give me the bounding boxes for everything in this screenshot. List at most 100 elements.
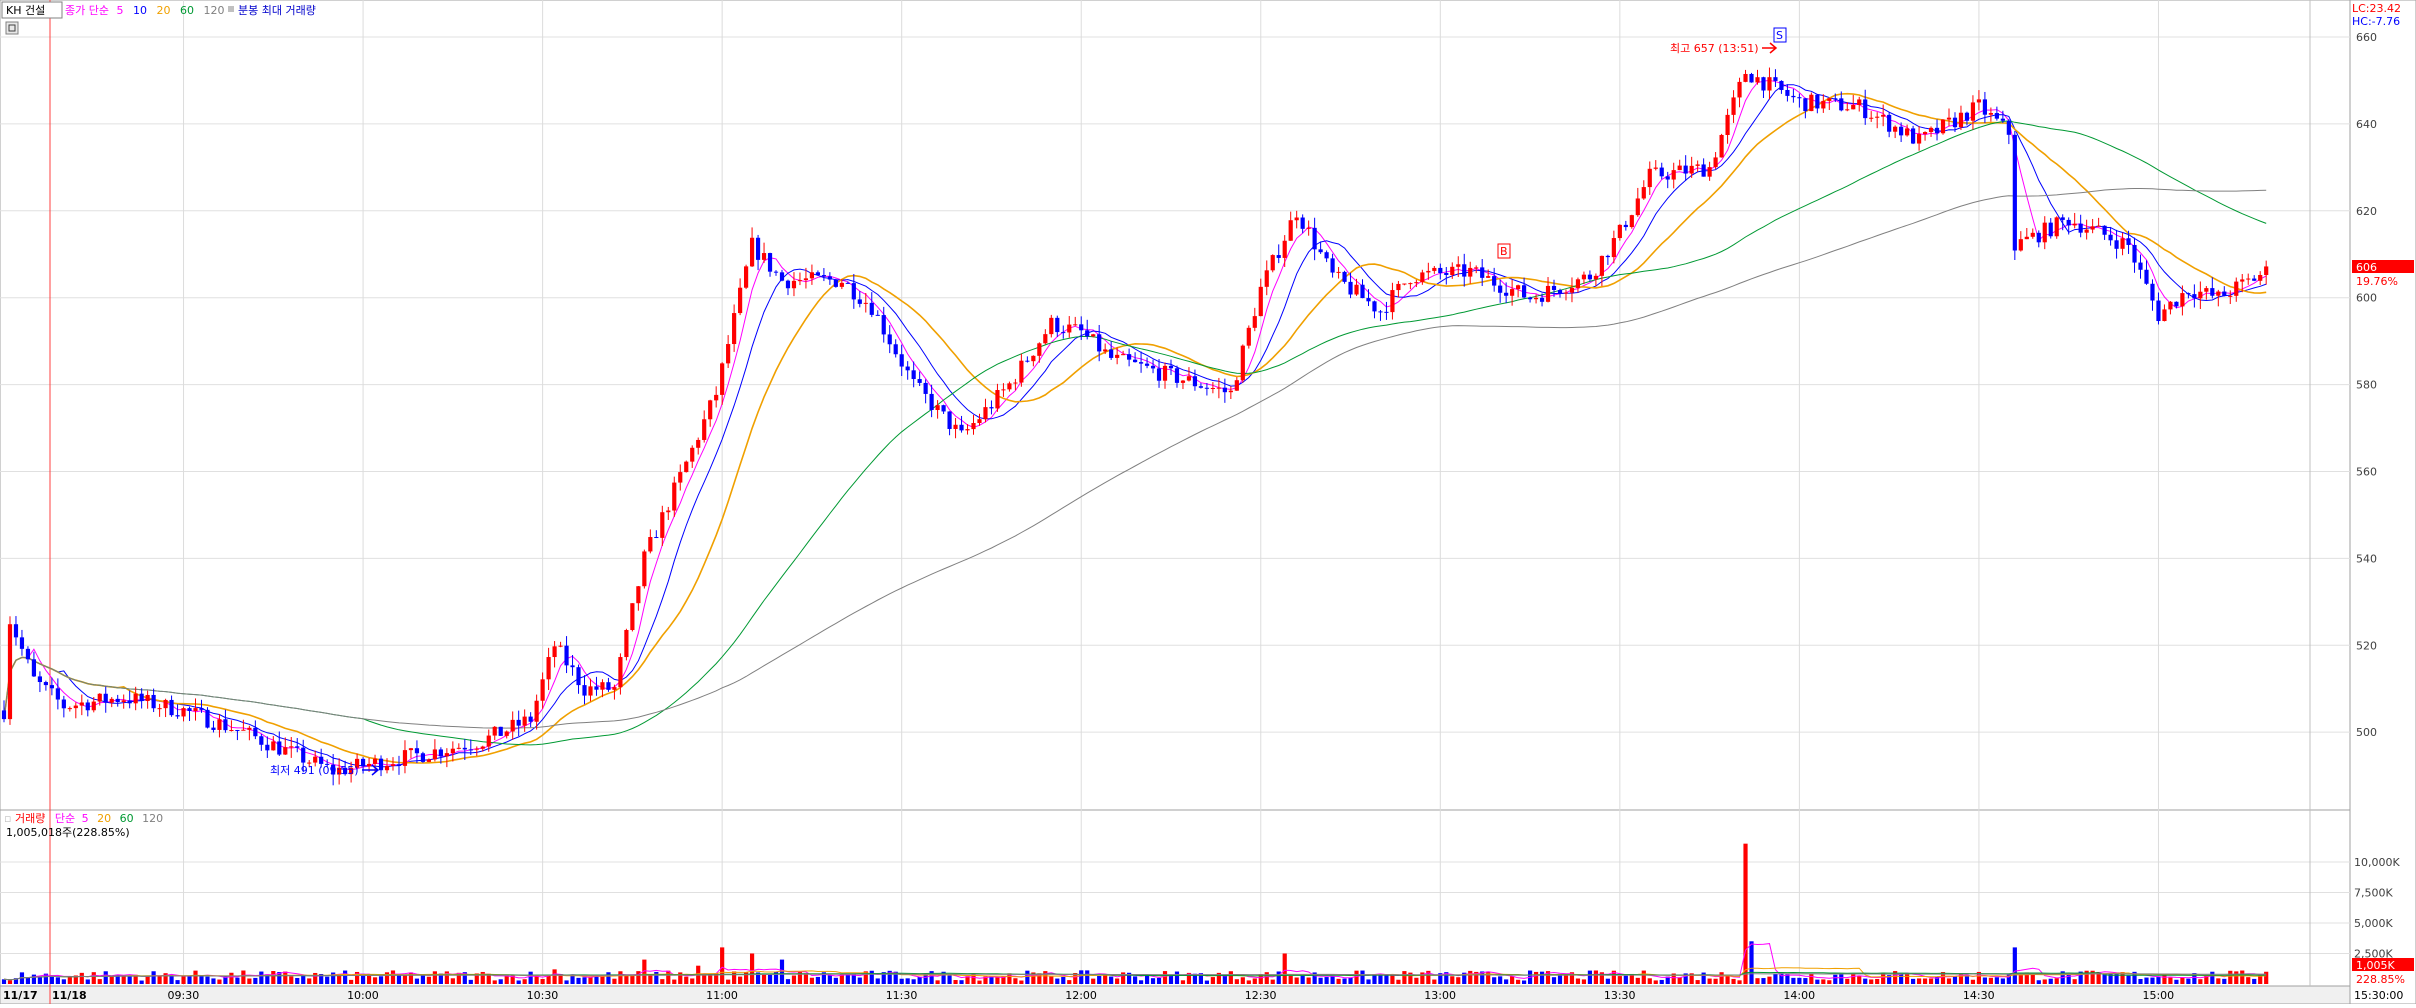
volume-bar [1695, 980, 1700, 984]
volume-bar [1306, 977, 1311, 984]
candle-body [743, 266, 749, 288]
chart-settings-button[interactable] [5, 21, 19, 35]
volume-bar [1156, 977, 1162, 984]
volume-bar [618, 971, 623, 984]
volume-bar [1228, 971, 1233, 984]
hc-value: HC:-7.76 [2352, 15, 2400, 28]
candle-body [2204, 288, 2209, 292]
candle-body [247, 727, 252, 730]
volume-bar [540, 978, 545, 984]
volume-bar [522, 979, 527, 984]
candle-body [1037, 343, 1042, 356]
volume-bar [1402, 971, 1407, 984]
volume-badge-pct: 228.85% [2356, 973, 2405, 986]
candle-body [2144, 269, 2149, 284]
candle-body [1743, 73, 1748, 82]
candle-body [127, 700, 132, 704]
candle-body [163, 699, 168, 709]
candle-body [325, 763, 330, 765]
candle-body [2036, 232, 2041, 243]
volume-bar [2162, 975, 2167, 984]
volume-bar [1432, 979, 1437, 984]
volume-bar [1557, 973, 1563, 984]
candle-body [151, 694, 156, 709]
candle-body [1318, 249, 1323, 253]
candle-body [13, 624, 19, 638]
price-tick-label: 540 [2356, 552, 2377, 565]
volume-bar [2180, 977, 2185, 984]
candle-body [109, 698, 114, 703]
candle-body [2162, 309, 2167, 322]
volume-bar [43, 973, 48, 984]
volume-bar [1521, 980, 1527, 984]
price-tick-label: 560 [2356, 465, 2377, 478]
volume-bar [977, 980, 982, 984]
price-badge-pct: 19.76% [2356, 275, 2398, 288]
volume-bar [343, 970, 348, 984]
candle-body [1593, 275, 1599, 280]
volume-bar [193, 970, 198, 984]
volume-bar [354, 971, 360, 984]
volume-bar [1288, 975, 1293, 984]
volume-bar [1150, 978, 1156, 984]
candle-body [2120, 238, 2125, 249]
candle-body [1456, 264, 1461, 267]
volume-bar [1480, 971, 1485, 984]
candle-body [1222, 387, 1227, 393]
candle-body [1940, 119, 1946, 134]
candle-body [1246, 327, 1251, 346]
volume-bar [1928, 978, 1934, 984]
volume-bar [1857, 976, 1862, 984]
candle-body [1174, 368, 1180, 383]
volume-toggle-label[interactable]: 분봉 최대 거래량 [238, 4, 316, 17]
volume-bar [145, 976, 150, 984]
volume-bar [199, 976, 204, 984]
price-tick-label: 640 [2356, 118, 2377, 131]
stock-name: KH 건설 [6, 4, 45, 17]
candle-body [857, 299, 862, 304]
candle-body [1132, 359, 1138, 363]
candle-body [2228, 295, 2233, 297]
volume-bar [833, 977, 838, 984]
volume-bar [1144, 974, 1150, 984]
volume-bar [941, 971, 946, 984]
candle-body [1605, 255, 1610, 258]
candle-body [462, 747, 467, 750]
candle-body [2042, 222, 2047, 243]
candle-body [1210, 387, 1215, 389]
volume-bar [606, 972, 611, 984]
volume-bar [552, 969, 557, 984]
volume-bar [1055, 978, 1060, 984]
volume-bar [1498, 976, 1503, 984]
volume-bar [223, 976, 228, 984]
candle-body [2210, 288, 2215, 296]
volume-bar [2198, 979, 2203, 984]
volume-bar [1246, 980, 1251, 984]
candle-body [1150, 365, 1156, 369]
candle-body [1258, 286, 1263, 317]
volume-bar [408, 972, 414, 984]
stock-name-box[interactable] [1, 1, 63, 19]
candle-body [642, 551, 647, 587]
candle-body [1695, 164, 1700, 166]
volume-bar [1653, 980, 1658, 984]
volume-bar [702, 974, 707, 984]
volume-bar [1893, 971, 1898, 984]
volume-bar [235, 977, 240, 984]
volume-bar [456, 972, 461, 984]
candle-body [1138, 362, 1144, 364]
candle-body [331, 764, 336, 775]
candle-body [2180, 293, 2185, 307]
candle-body [570, 665, 575, 668]
volume-bar [1186, 972, 1192, 984]
volume-bar [1988, 977, 1993, 984]
volume-bar [869, 970, 874, 984]
volume-bar [205, 976, 210, 984]
volume-bar [1982, 977, 1988, 984]
candle-body [1623, 224, 1628, 228]
candle-body [564, 645, 569, 666]
volume-bar [1881, 972, 1886, 984]
volume-toggle-checkbox[interactable] [228, 6, 234, 12]
candle-body [1486, 276, 1491, 278]
candle-body [863, 302, 868, 304]
